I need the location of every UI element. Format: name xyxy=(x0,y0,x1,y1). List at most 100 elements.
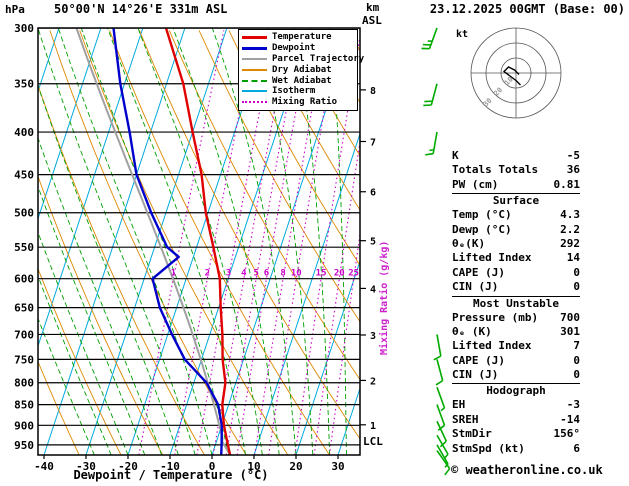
stats-section-title: Hodograph xyxy=(452,383,580,398)
legend: Temperature Dewpoint Parcel Trajectory Dry … xyxy=(238,29,364,111)
stats-row-value: 4.3 xyxy=(560,208,580,222)
temp-tick-label: -20 xyxy=(118,460,138,473)
km-tick-label: 7 xyxy=(370,137,376,148)
stats-row-value: 0 xyxy=(573,265,580,279)
stats-section-title: Most Unstable xyxy=(452,295,580,311)
stats-row: Pressure (mb) 700 xyxy=(452,311,580,325)
altitude-unit-km-label: km xyxy=(366,1,380,14)
stats-row: CAPE (J) 0 xyxy=(452,266,580,280)
stats-row: StmSpd (kt) 6 xyxy=(452,442,580,456)
legend-item-label: Dry Adiabat xyxy=(272,64,332,75)
km-tick-label: 1 xyxy=(370,421,376,432)
stats-row-label: CIN (J) xyxy=(452,368,499,382)
hodograph-trace xyxy=(502,66,521,86)
mixing-ratio-line-label: 25 xyxy=(348,269,359,279)
stats-row-label: CIN (J) xyxy=(452,280,499,294)
hodograph-ring-label: 30 xyxy=(482,97,494,109)
chart-border xyxy=(37,27,361,456)
stats-row-label: StmSpd (kt) xyxy=(452,441,525,455)
stats-row-value: -3 xyxy=(566,398,580,412)
stats-row-label: EH xyxy=(452,398,466,412)
stats-row: Lifted Index 7 xyxy=(452,339,580,353)
stats-row-value: 36 xyxy=(566,163,580,177)
legend-item-label: Parcel Trajectory xyxy=(272,53,365,64)
pressure-tick-label: 300 xyxy=(14,22,34,35)
stats-row-label: StmDir xyxy=(452,427,492,441)
stats-row-label: θₑ (K) xyxy=(452,324,492,338)
mixing-ratio-line-label: 2 xyxy=(205,269,210,279)
legend-line-sample xyxy=(242,101,267,104)
stats-row: SREH -14 xyxy=(452,413,580,427)
stats-row: Temp (°C) 4.3 xyxy=(452,208,580,222)
stats-row-value: -5 xyxy=(566,149,580,162)
pressure-tick-label: 900 xyxy=(14,419,34,432)
pressure-tick-label: 650 xyxy=(14,302,34,315)
pressure-tick-label: 750 xyxy=(14,353,34,366)
legend-item: Wet Adiabat xyxy=(242,75,354,86)
legend-line-sample xyxy=(242,57,267,60)
legend-line-sample xyxy=(242,68,267,71)
legend-item: Temperature xyxy=(242,32,354,43)
hodograph-ring-label: 10 xyxy=(503,75,515,87)
km-tick-label: 5 xyxy=(370,237,376,248)
pressure-tick-label: 500 xyxy=(14,207,34,220)
stats-row: StmDir 156° xyxy=(452,427,580,441)
legend-item: Dry Adiabat xyxy=(242,64,354,75)
temp-tick-label: 0 xyxy=(209,460,216,473)
stats-row-value: 0 xyxy=(573,280,580,294)
wind-barb-column xyxy=(421,27,451,476)
pressure-tick-label: 400 xyxy=(14,126,34,139)
stats-row-value: 292 xyxy=(560,236,580,250)
stats-row: Dewp (°C) 2.2 xyxy=(452,223,580,237)
stats-row-label: θₑ(K) xyxy=(452,236,486,250)
km-tick-label: 2 xyxy=(370,376,376,387)
stats-row-label: Pressure (mb) xyxy=(452,310,539,324)
stats-section-title: Surface xyxy=(452,193,580,208)
temp-tick-label: 20 xyxy=(289,460,302,473)
legend-item-label: Mixing Ratio xyxy=(272,97,338,108)
stats-row-value: 0.81 xyxy=(553,177,581,191)
km-tick-label: 8 xyxy=(370,86,376,97)
mixing-ratio-line-label: 5 xyxy=(253,269,258,279)
pressure-tick-label: 550 xyxy=(14,241,34,254)
legend-line-sample xyxy=(242,46,267,50)
stats-row: CAPE (J) 0 xyxy=(452,354,580,368)
mixing-ratio-line-label: 10 xyxy=(291,269,302,279)
legend-item-label: Dewpoint xyxy=(272,43,316,54)
lcl-label: LCL xyxy=(363,435,383,448)
temp-tick-label: -30 xyxy=(76,460,96,473)
legend-item: Mixing Ratio xyxy=(242,97,354,108)
legend-line-sample xyxy=(242,79,267,82)
legend-item: Dewpoint xyxy=(242,43,354,54)
stats-row: Lifted Index 14 xyxy=(452,251,580,265)
pressure-tick-label: 350 xyxy=(14,78,34,91)
stats-row-label: K xyxy=(452,149,459,162)
stats-row: PW (cm) 0.81 xyxy=(452,178,580,192)
stats-row-value: 156° xyxy=(553,427,581,441)
mixing-ratio-line-label: 4 xyxy=(241,269,247,279)
legend-item-label: Isotherm xyxy=(272,86,316,97)
stats-row-label: Lifted Index xyxy=(452,251,532,265)
km-tick-label: 6 xyxy=(370,188,376,199)
legend-line-sample xyxy=(242,35,267,39)
pressure-tick-label: 950 xyxy=(14,439,34,452)
pressure-tick-label: 450 xyxy=(14,169,34,182)
stats-row-value: 0 xyxy=(573,353,580,367)
skewt-plot-area xyxy=(38,28,360,455)
mixing-ratio-line-label: 8 xyxy=(280,269,285,279)
stats-row-label: CAPE (J) xyxy=(452,265,505,279)
temp-tick-label: 10 xyxy=(247,460,260,473)
legend-item-label: Wet Adiabat xyxy=(272,75,332,86)
stats-row-value: 700 xyxy=(560,310,580,324)
altitude-unit-asl-label: ASL xyxy=(362,14,382,27)
hodograph-kt-label: kt xyxy=(456,29,469,40)
stats-row-label: PW (cm) xyxy=(452,177,499,191)
stats-row-value: 14 xyxy=(566,251,580,265)
stats-row: CIN (J) 0 xyxy=(452,368,580,382)
pressure-unit-label: hPa xyxy=(5,3,25,16)
stats-row: Totals Totals 36 xyxy=(452,163,580,177)
temp-tick-label: -10 xyxy=(160,460,180,473)
legend-item-label: Temperature xyxy=(272,32,332,43)
